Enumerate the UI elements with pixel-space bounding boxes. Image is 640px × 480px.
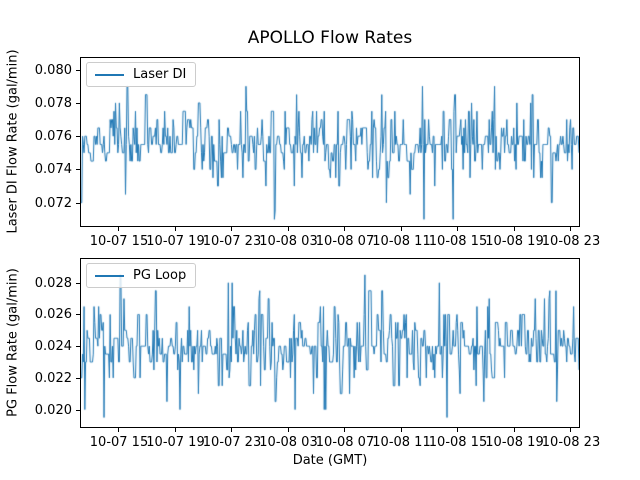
x-tick-label: 10-08 07: [315, 234, 375, 249]
x-tick-label: 10-08 03: [259, 234, 318, 249]
axes-pg-loop: PG Loop: [80, 258, 580, 428]
legend-pg-loop: PG Loop: [86, 263, 197, 288]
y-tick-mark: [76, 136, 80, 137]
y-tick-label: 0.078: [34, 96, 72, 111]
y-tick-mark: [76, 346, 80, 347]
y-tick-label: 0.072: [34, 196, 72, 211]
x-tick-label: 10-08 11: [372, 234, 431, 249]
x-tick-mark: [570, 428, 571, 432]
y-tick-mark: [76, 314, 80, 315]
x-tick-label: 10-08 15: [428, 234, 488, 249]
y-tick-mark: [76, 103, 80, 104]
y-tick-label: 0.024: [34, 339, 72, 354]
axes-laser-di: Laser DI: [80, 57, 580, 227]
x-tick-mark: [231, 227, 232, 231]
y-tick-label: 0.076: [34, 129, 72, 144]
y-tick-mark: [76, 169, 80, 170]
y-tick-mark: [76, 203, 80, 204]
x-tick-label: 10-07 15: [89, 234, 149, 249]
x-tick-mark: [514, 428, 515, 432]
x-tick-mark: [344, 428, 345, 432]
x-tick-mark: [118, 428, 119, 432]
x-tick-mark: [457, 428, 458, 432]
x-tick-label: 10-07 23: [202, 234, 262, 249]
legend-label-pg-loop: PG Loop: [133, 268, 187, 283]
y-tick-mark: [76, 70, 80, 71]
x-tick-label: 10-07 19: [146, 234, 205, 249]
y-tick-label: 0.020: [34, 403, 72, 418]
y-tick-mark: [76, 283, 80, 284]
x-tick-label: 10-08 11: [372, 435, 431, 450]
x-axis-label: Date (GMT): [292, 453, 368, 468]
x-tick-label: 10-07 23: [202, 435, 262, 450]
x-tick-label: 10-08 07: [315, 435, 375, 450]
x-tick-mark: [231, 428, 232, 432]
x-tick-mark: [457, 227, 458, 231]
y-tick-label: 0.026: [34, 307, 72, 322]
y-tick-label: 0.080: [34, 63, 72, 78]
x-tick-label: 10-07 19: [146, 435, 205, 450]
x-tick-mark: [344, 227, 345, 231]
y-tick-mark: [76, 410, 80, 411]
legend-laser-di: Laser DI: [86, 62, 197, 87]
legend-label-laser-di: Laser DI: [133, 67, 187, 82]
y-tick-label: 0.074: [34, 162, 72, 177]
x-tick-label: 10-08 23: [541, 435, 601, 450]
x-tick-mark: [401, 227, 402, 231]
x-tick-mark: [175, 227, 176, 231]
y-tick-label: 0.022: [34, 371, 72, 386]
x-tick-label: 10-08 19: [485, 435, 544, 450]
x-tick-mark: [401, 428, 402, 432]
legend-line-sample-icon: [95, 73, 124, 76]
x-tick-mark: [288, 428, 289, 432]
x-tick-mark: [288, 227, 289, 231]
y-tick-label: 0.028: [34, 276, 72, 291]
x-tick-mark: [514, 227, 515, 231]
y-tick-mark: [76, 378, 80, 379]
legend-line-sample-icon: [95, 274, 124, 277]
x-tick-label: 10-08 03: [259, 435, 318, 450]
chart-title: APOLLO Flow Rates: [247, 28, 413, 48]
x-tick-label: 10-08 15: [428, 435, 488, 450]
x-tick-label: 10-08 19: [485, 234, 544, 249]
x-tick-mark: [118, 227, 119, 231]
x-tick-label: 10-08 23: [541, 234, 601, 249]
x-tick-mark: [570, 227, 571, 231]
x-tick-mark: [175, 428, 176, 432]
x-tick-label: 10-07 15: [89, 435, 149, 450]
y-axis-label-pg-loop: PG Flow Rate (gal/min): [5, 268, 21, 417]
